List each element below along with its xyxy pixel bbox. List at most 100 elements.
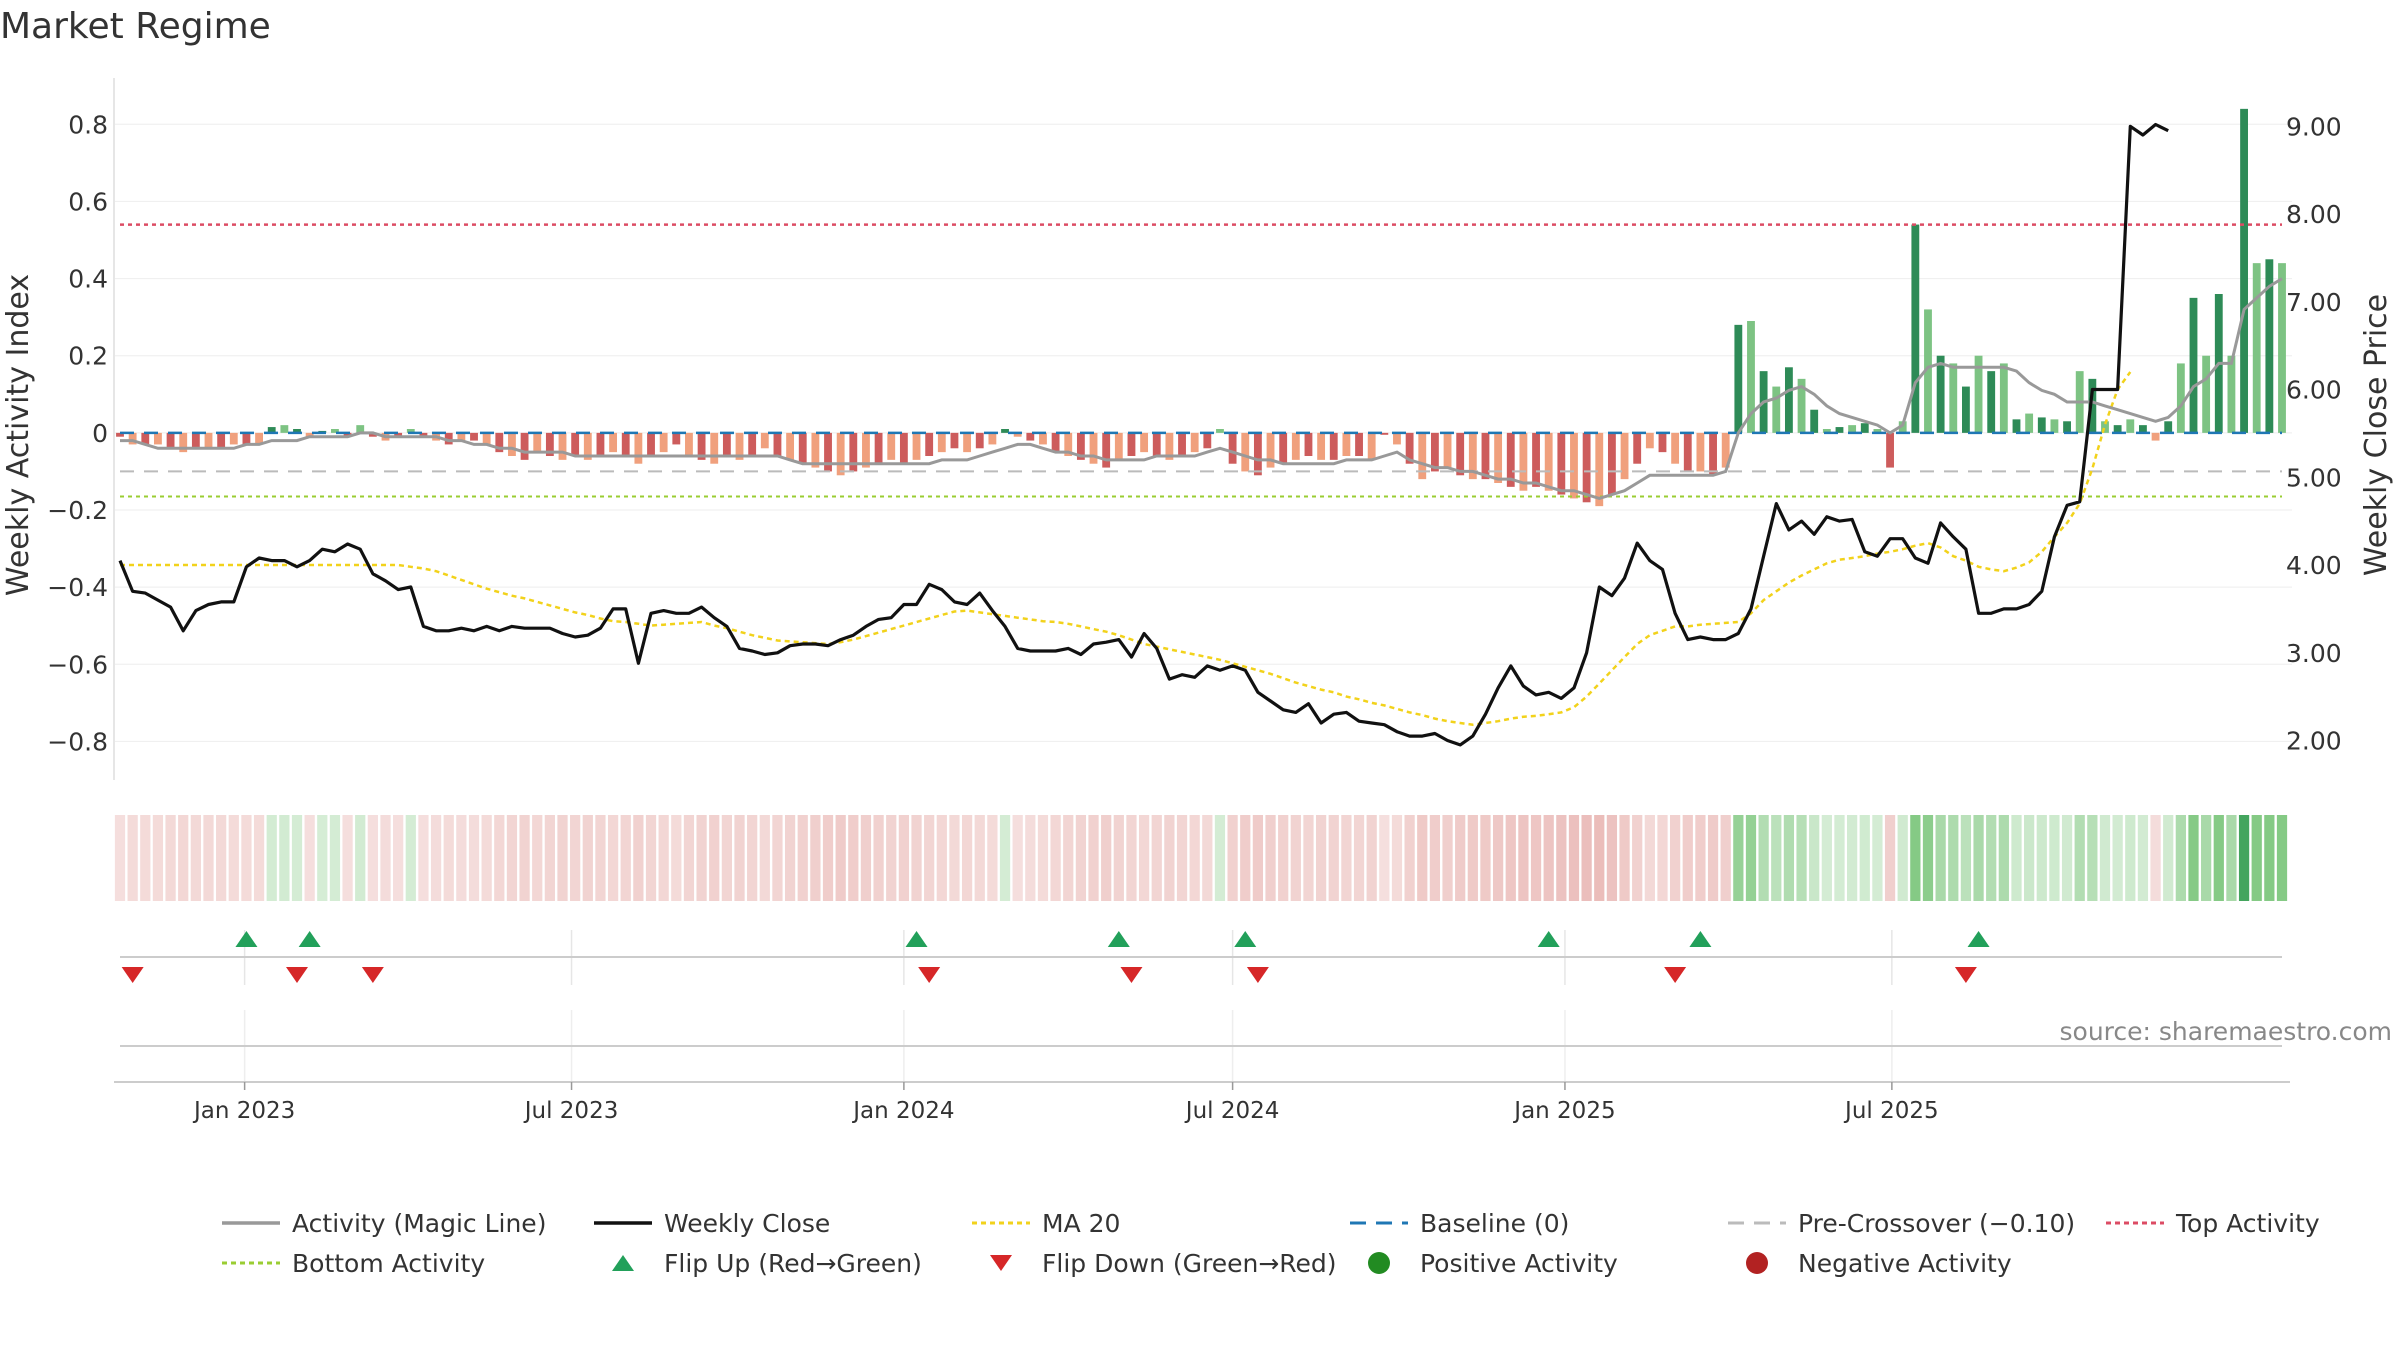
activity-bar xyxy=(154,432,162,445)
activity-bar xyxy=(1747,321,1755,433)
regime-cell xyxy=(1404,815,1415,901)
regime-cell xyxy=(1429,815,1441,901)
regime-cell xyxy=(1480,815,1491,901)
regime-cell xyxy=(1771,815,1782,901)
regime-cell xyxy=(595,815,606,901)
activity-bar xyxy=(293,429,301,433)
regime-cell xyxy=(1164,815,1175,901)
regime-cell xyxy=(2036,815,2047,901)
dotted-icon xyxy=(2106,1221,2164,1225)
activity-bar xyxy=(1367,432,1376,460)
activity-bar xyxy=(1342,432,1351,456)
activity-bar xyxy=(1683,432,1692,472)
activity-bar xyxy=(533,432,542,453)
activity-bar xyxy=(331,429,339,433)
activity-bar xyxy=(975,432,984,449)
legend-label: Baseline (0) xyxy=(1420,1208,1570,1238)
regime-cell xyxy=(709,815,720,901)
regime-cell xyxy=(1796,815,1807,901)
activity-bar xyxy=(191,432,200,449)
activity-bar xyxy=(1822,429,1831,433)
activity-bar xyxy=(444,432,453,445)
regime-cell xyxy=(772,815,783,901)
activity-bar xyxy=(621,432,630,456)
regime-cell xyxy=(1088,815,1099,901)
regime-cell xyxy=(1252,815,1264,901)
activity-bar xyxy=(229,432,238,445)
regime-cell xyxy=(1113,815,1124,901)
regime-cell xyxy=(1733,815,1744,901)
regime-cell xyxy=(1518,815,1529,901)
regime-cell xyxy=(519,815,530,901)
triangle-down-icon xyxy=(990,1255,1012,1271)
regime-cell xyxy=(1998,815,2009,901)
regime-cell xyxy=(1265,815,1276,901)
activity-bar xyxy=(1772,386,1781,433)
activity-bar xyxy=(748,432,757,456)
regime-cell xyxy=(241,815,252,901)
regime-cell xyxy=(633,815,644,901)
legend-item: Pre-Crossover (−0.10) xyxy=(1726,1208,2104,1238)
activity-bar xyxy=(697,432,706,460)
y-tick-label-left: −0.4 xyxy=(47,573,108,602)
regime-cell xyxy=(1619,815,1630,901)
activity-bar xyxy=(116,432,124,437)
activity-bar xyxy=(1456,432,1465,476)
activity-bar xyxy=(1519,432,1528,491)
regime-cell xyxy=(1948,815,1959,901)
x-tick-label: Jan 2023 xyxy=(192,1098,295,1124)
activity-bar xyxy=(988,432,997,445)
activity-bar xyxy=(1784,367,1793,433)
legend-label: Activity (Magic Line) xyxy=(292,1208,547,1238)
regime-cell xyxy=(1063,815,1074,901)
activity-bar xyxy=(1481,432,1490,480)
legend-item: Bottom Activity xyxy=(220,1248,592,1278)
regime-cell xyxy=(1075,815,1087,901)
regime-cell xyxy=(2024,815,2035,901)
regime-cell xyxy=(2099,815,2111,901)
regime-cell xyxy=(696,815,707,901)
regime-cell xyxy=(734,815,745,901)
regime-cell xyxy=(380,815,391,901)
flip-up-marker xyxy=(1234,931,1257,947)
regime-cell xyxy=(1455,815,1466,901)
regime-cell xyxy=(2049,815,2060,901)
regime-cell xyxy=(1227,815,1238,901)
activity-bar xyxy=(356,425,365,433)
y-tick-label-left: 0.8 xyxy=(68,110,108,139)
activity-bar xyxy=(204,432,213,449)
activity-bar xyxy=(2050,419,2059,433)
activity-bar xyxy=(1835,427,1844,433)
ma20-line xyxy=(120,371,2132,726)
regime-cell xyxy=(645,815,657,901)
activity-bar xyxy=(1001,429,1009,433)
regime-cell xyxy=(1809,815,1820,901)
activity-bar xyxy=(1936,355,1945,433)
activity-bar xyxy=(773,432,782,456)
y-tick-label-left: −0.6 xyxy=(47,650,108,679)
activity-bar xyxy=(520,432,529,460)
regime-cell xyxy=(747,815,758,901)
activity-bar xyxy=(1620,432,1629,480)
activity-bar xyxy=(1405,432,1414,464)
regime-cell xyxy=(1353,815,1365,901)
activity-bar xyxy=(786,432,795,460)
regime-cell xyxy=(178,815,189,901)
activity-bar xyxy=(457,432,466,441)
regime-cell xyxy=(266,815,277,901)
activity-bar xyxy=(1203,432,1212,449)
y-tick-label-right: 5.00 xyxy=(2286,463,2342,492)
legend-item: MA 20 xyxy=(970,1208,1348,1238)
y-tick-label-right: 7.00 xyxy=(2286,288,2342,317)
legend-item: Positive Activity xyxy=(1348,1248,1726,1278)
regime-cell xyxy=(1758,815,1769,901)
x-axis: Jan 2023 Jul 2023 Jan 2024 Jul 2024 Jan 2025… xyxy=(114,1081,2290,1124)
regime-cell xyxy=(1278,815,1289,901)
regime-cell xyxy=(2087,815,2098,901)
y-axis-right-label: Weekly Close Price xyxy=(2359,294,2394,576)
regime-cell xyxy=(1328,815,1339,901)
legend-item: Baseline (0) xyxy=(1348,1208,1726,1238)
regime-cell xyxy=(114,815,126,901)
activity-bar xyxy=(406,429,415,433)
activity-bar xyxy=(950,432,959,449)
